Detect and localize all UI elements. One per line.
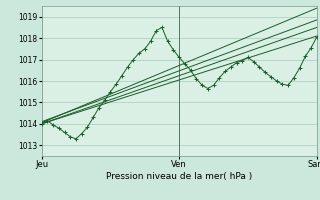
X-axis label: Pression niveau de la mer( hPa ): Pression niveau de la mer( hPa ) — [106, 172, 252, 181]
